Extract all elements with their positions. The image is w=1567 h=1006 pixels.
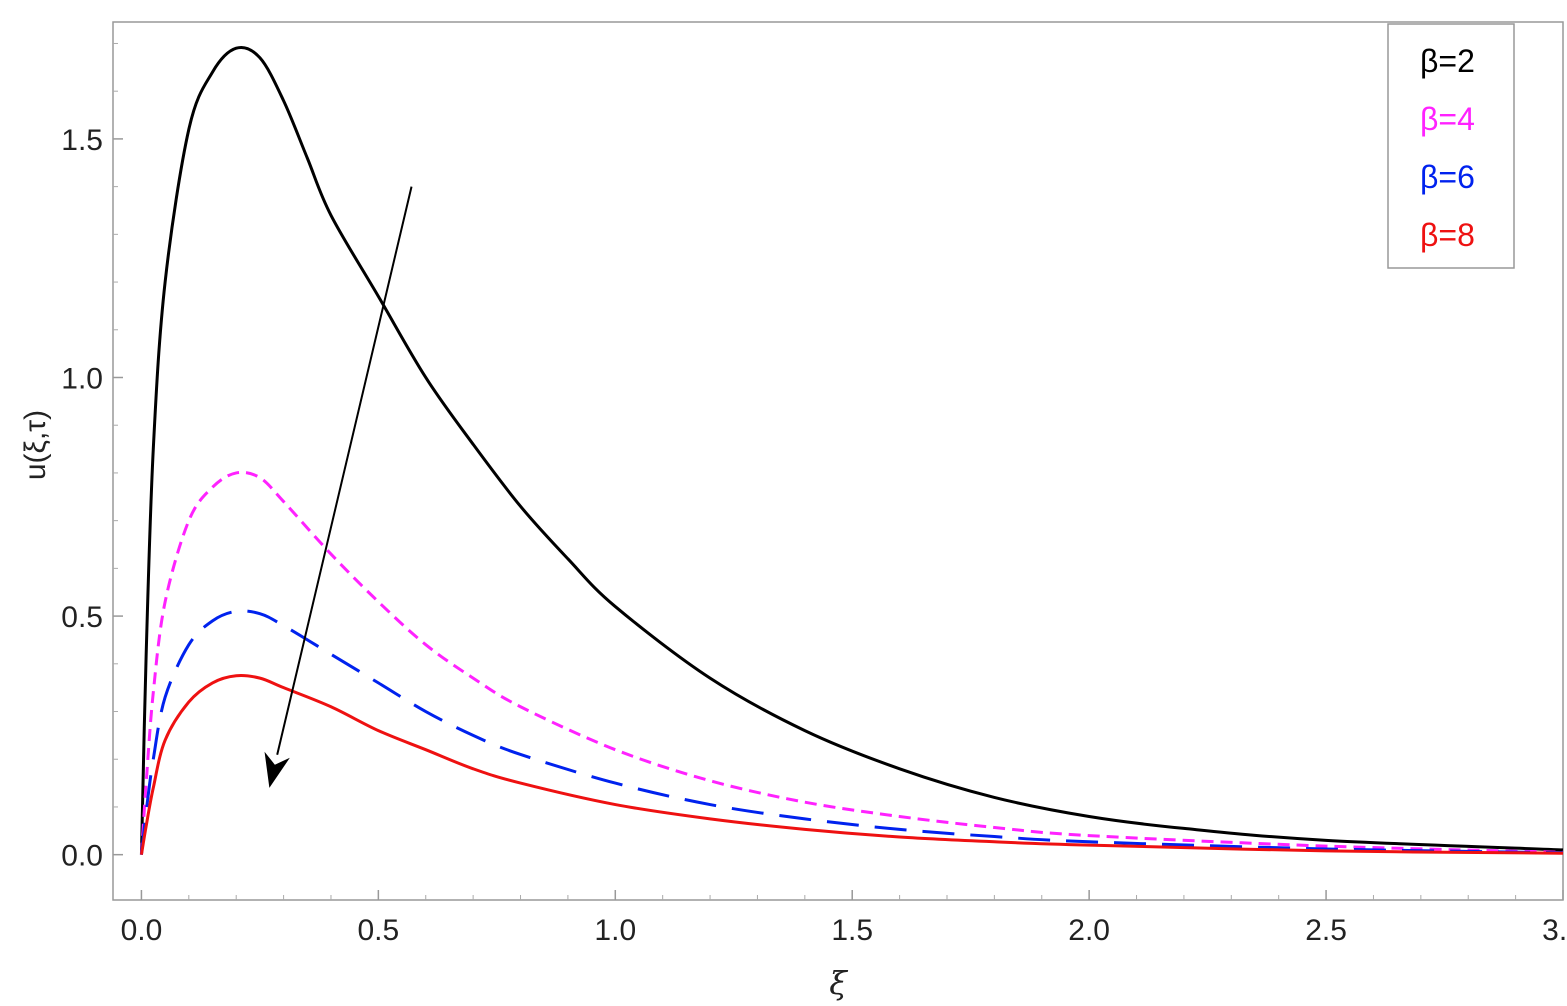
- y-tick-label: 1.0: [61, 362, 103, 395]
- series-curves: [139, 45, 1564, 855]
- x-axis-label: ξ: [829, 964, 848, 1002]
- legend-entry-2: β=4: [1420, 101, 1475, 137]
- legend-entry-3: β=6: [1420, 159, 1475, 195]
- x-tick-label: 3.0: [1542, 914, 1567, 947]
- x-tick-label: 1.0: [594, 914, 636, 947]
- legend-entry-1: β=2: [1420, 43, 1475, 79]
- legend: β=2 β=4 β=6 β=8: [1387, 23, 1515, 269]
- annotation-arrow: [264, 186, 413, 788]
- arrow-head: [264, 751, 290, 788]
- plot-frame: [112, 21, 1564, 901]
- x-tick-label: 1.5: [831, 914, 873, 947]
- y-tick-label: 0.5: [61, 601, 103, 634]
- x-tick-label: 0.0: [121, 914, 163, 947]
- y-tick-label: 1.5: [61, 124, 103, 157]
- series-line-4: [139, 673, 1564, 855]
- axis-ticks: 0.0 0.5 1.0 1.5 2.0 2.5 3.0 0.0 0.5 1.0 1.5: [61, 42, 1567, 947]
- series-line-2: [139, 470, 1564, 855]
- series-line-1: [139, 45, 1564, 855]
- x-tick-label: 2.5: [1305, 914, 1347, 947]
- x-tick-label: 0.5: [358, 914, 400, 947]
- x-tick-label: 2.0: [1068, 914, 1110, 947]
- y-axis-label: u(ξ,τ): [19, 410, 52, 480]
- arrow-shaft: [276, 186, 413, 756]
- y-tick-label: 0.0: [61, 840, 103, 873]
- legend-entry-4: β=8: [1420, 217, 1475, 253]
- legend-frame: [1387, 23, 1515, 269]
- series-line-3: [139, 609, 1564, 855]
